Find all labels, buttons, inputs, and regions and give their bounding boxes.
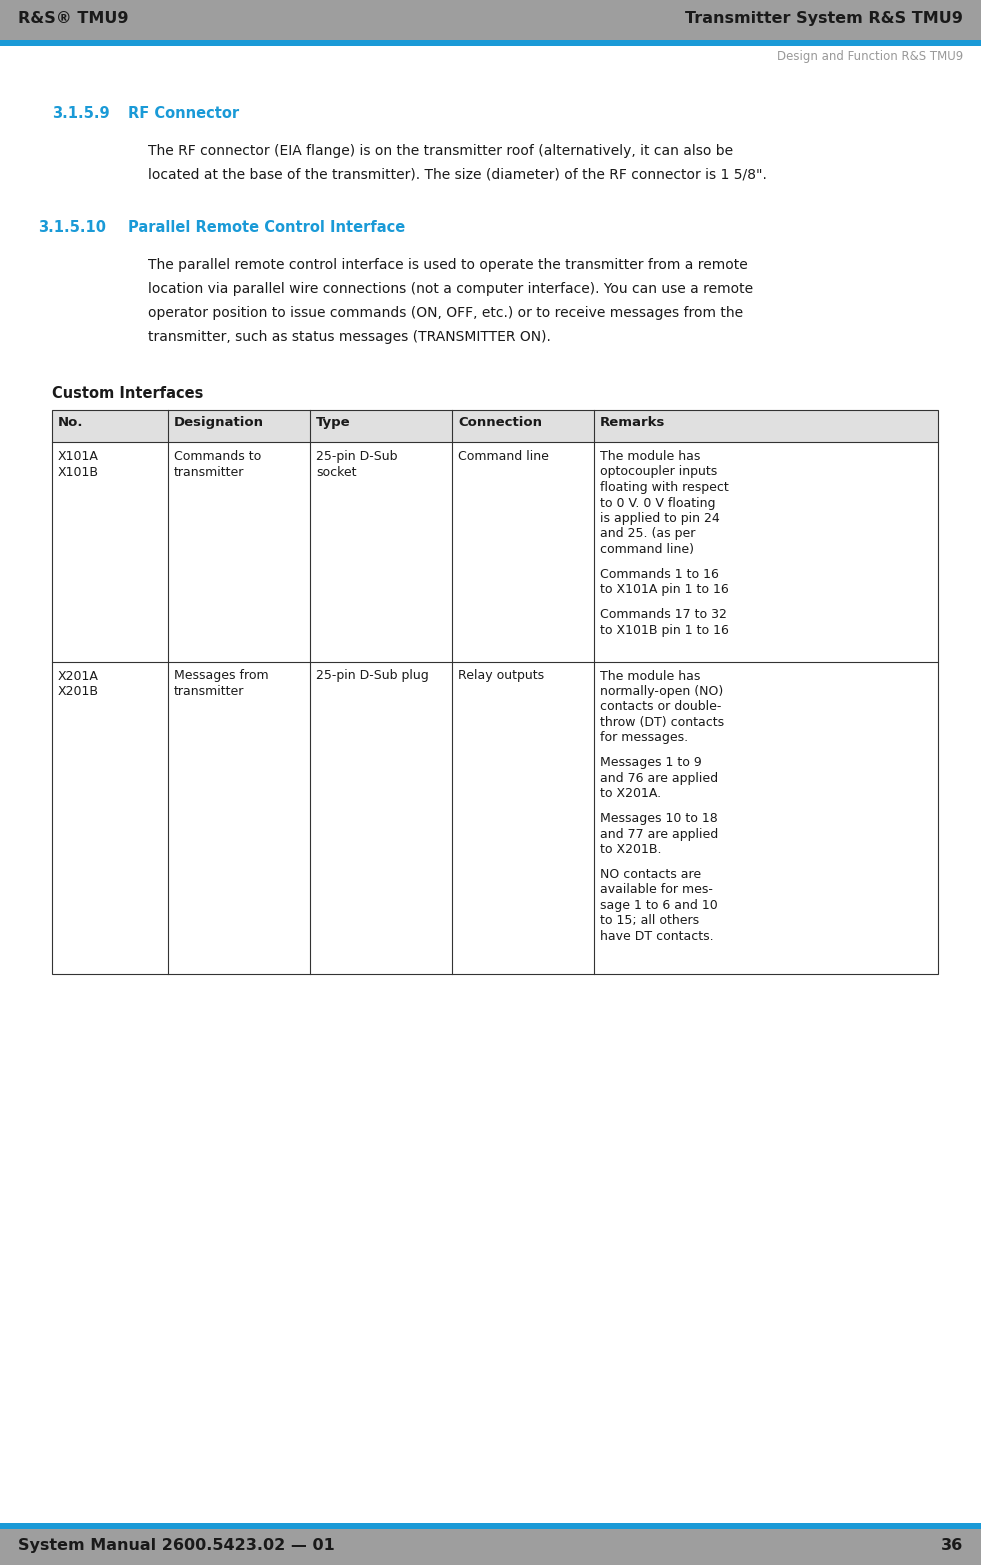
Text: normally-open (NO): normally-open (NO) <box>600 685 723 698</box>
Text: Connection: Connection <box>458 416 542 429</box>
Text: The parallel remote control interface is used to operate the transmitter from a : The parallel remote control interface is… <box>148 258 748 272</box>
Text: and 77 are applied: and 77 are applied <box>600 828 718 840</box>
Text: Commands 17 to 32: Commands 17 to 32 <box>600 609 727 621</box>
Text: for messages.: for messages. <box>600 731 688 745</box>
Text: RF Connector: RF Connector <box>128 106 239 121</box>
Text: Parallel Remote Control Interface: Parallel Remote Control Interface <box>128 221 405 235</box>
Text: floating with respect: floating with respect <box>600 480 729 495</box>
Text: sage 1 to 6 and 10: sage 1 to 6 and 10 <box>600 898 718 912</box>
Bar <box>0 41 981 45</box>
Bar <box>0 0 981 41</box>
Text: X101A: X101A <box>58 451 99 463</box>
Text: The module has: The module has <box>600 670 700 682</box>
Text: transmitter, such as status messages (TRANSMITTER ON).: transmitter, such as status messages (TR… <box>148 330 551 344</box>
Bar <box>52 410 938 441</box>
Text: X201B: X201B <box>58 685 99 698</box>
Text: Messages 1 to 9: Messages 1 to 9 <box>600 756 701 770</box>
Text: Design and Function R&S TMU9: Design and Function R&S TMU9 <box>777 50 963 63</box>
Text: Transmitter System R&S TMU9: Transmitter System R&S TMU9 <box>685 11 963 27</box>
Text: is applied to pin 24: is applied to pin 24 <box>600 512 720 524</box>
Text: throw (DT) contacts: throw (DT) contacts <box>600 717 724 729</box>
Text: transmitter: transmitter <box>174 685 244 698</box>
Text: Relay outputs: Relay outputs <box>458 670 544 682</box>
Text: Designation: Designation <box>174 416 264 429</box>
Text: The module has: The module has <box>600 451 700 463</box>
Text: to X101B pin 1 to 16: to X101B pin 1 to 16 <box>600 623 729 637</box>
Text: X101B: X101B <box>58 465 99 479</box>
Bar <box>0 1523 981 1529</box>
Text: to X101A pin 1 to 16: to X101A pin 1 to 16 <box>600 584 729 596</box>
Text: command line): command line) <box>600 543 694 556</box>
Text: location via parallel wire connections (not a computer interface). You can use a: location via parallel wire connections (… <box>148 282 753 296</box>
Text: X201A: X201A <box>58 670 99 682</box>
Text: to X201A.: to X201A. <box>600 787 661 800</box>
Bar <box>0 1529 981 1565</box>
Text: Type: Type <box>316 416 350 429</box>
Text: NO contacts are: NO contacts are <box>600 869 701 881</box>
Text: Messages 10 to 18: Messages 10 to 18 <box>600 812 718 825</box>
Text: Messages from: Messages from <box>174 670 269 682</box>
Text: optocoupler inputs: optocoupler inputs <box>600 465 717 479</box>
Bar <box>52 410 938 973</box>
Text: operator position to issue commands (ON, OFF, etc.) or to receive messages from : operator position to issue commands (ON,… <box>148 307 744 319</box>
Text: to 15; all others: to 15; all others <box>600 914 699 928</box>
Text: located at the base of the transmitter). The size (diameter) of the RF connector: located at the base of the transmitter).… <box>148 167 767 182</box>
Text: Commands to: Commands to <box>174 451 261 463</box>
Text: Commands 1 to 16: Commands 1 to 16 <box>600 568 719 581</box>
Text: have DT contacts.: have DT contacts. <box>600 930 713 942</box>
Text: to 0 V. 0 V floating: to 0 V. 0 V floating <box>600 496 715 510</box>
Text: Command line: Command line <box>458 451 549 463</box>
Text: 3.1.5.10: 3.1.5.10 <box>38 221 106 235</box>
Text: transmitter: transmitter <box>174 465 244 479</box>
Text: No.: No. <box>58 416 83 429</box>
Text: System Manual 2600.5423.02 — 01: System Manual 2600.5423.02 — 01 <box>18 1538 335 1552</box>
Text: 25-pin D-Sub plug: 25-pin D-Sub plug <box>316 670 429 682</box>
Text: Remarks: Remarks <box>600 416 665 429</box>
Text: available for mes-: available for mes- <box>600 883 713 897</box>
Text: and 76 are applied: and 76 are applied <box>600 772 718 784</box>
Text: Custom Interfaces: Custom Interfaces <box>52 387 203 401</box>
Text: and 25. (as per: and 25. (as per <box>600 527 696 540</box>
Text: contacts or double-: contacts or double- <box>600 701 721 714</box>
Text: 3.1.5.9: 3.1.5.9 <box>52 106 110 121</box>
Text: 36: 36 <box>941 1538 963 1552</box>
Text: The RF connector (EIA flange) is on the transmitter roof (alternatively, it can : The RF connector (EIA flange) is on the … <box>148 144 733 158</box>
Text: to X201B.: to X201B. <box>600 844 661 856</box>
Text: R&S® TMU9: R&S® TMU9 <box>18 11 129 27</box>
Text: socket: socket <box>316 465 356 479</box>
Text: 25-pin D-Sub: 25-pin D-Sub <box>316 451 397 463</box>
